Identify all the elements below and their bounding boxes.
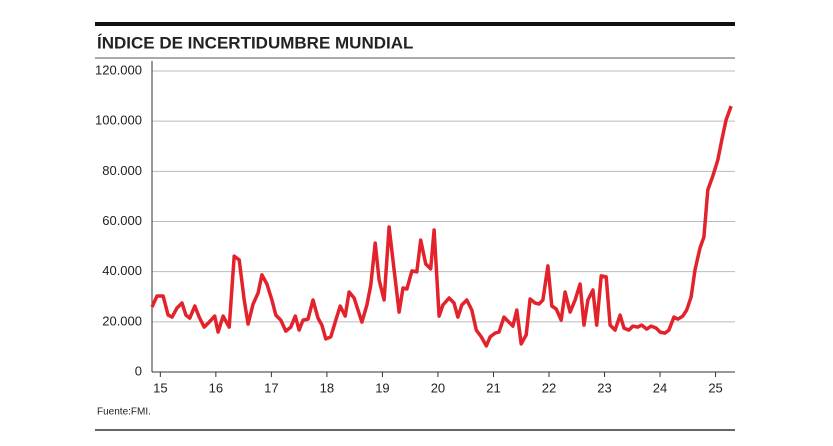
y-tick-label: 80.000 [102,163,142,178]
y-tick-label: 40.000 [102,263,142,278]
x-tick-label: 18 [320,380,334,395]
y-tick-label: 100.000 [95,113,142,128]
y-tick-label: 20.000 [102,313,142,328]
x-tick-label: 23 [597,380,611,395]
x-tick-label: 25 [708,380,722,395]
line [150,105,733,348]
y-tick-label: 0 [135,363,142,378]
top-rule [95,22,735,26]
x-tick-label: 24 [653,380,667,395]
x-tick-label: 21 [486,380,500,395]
chart-title: ÍNDICE DE INCERTIDUMBRE MUNDIAL [97,33,413,52]
x-tick-label: 16 [209,380,223,395]
x-tick-label: 22 [542,380,556,395]
y-tick-label: 120.000 [95,62,142,77]
source: Fuente:FMI. [97,407,151,418]
y-tick-label: 60.000 [102,213,142,228]
x-tick-label: 20 [431,380,445,395]
x-tick-label: 17 [264,380,278,395]
x-tick-label: 15 [153,380,167,395]
x-tick-label: 19 [375,380,389,395]
